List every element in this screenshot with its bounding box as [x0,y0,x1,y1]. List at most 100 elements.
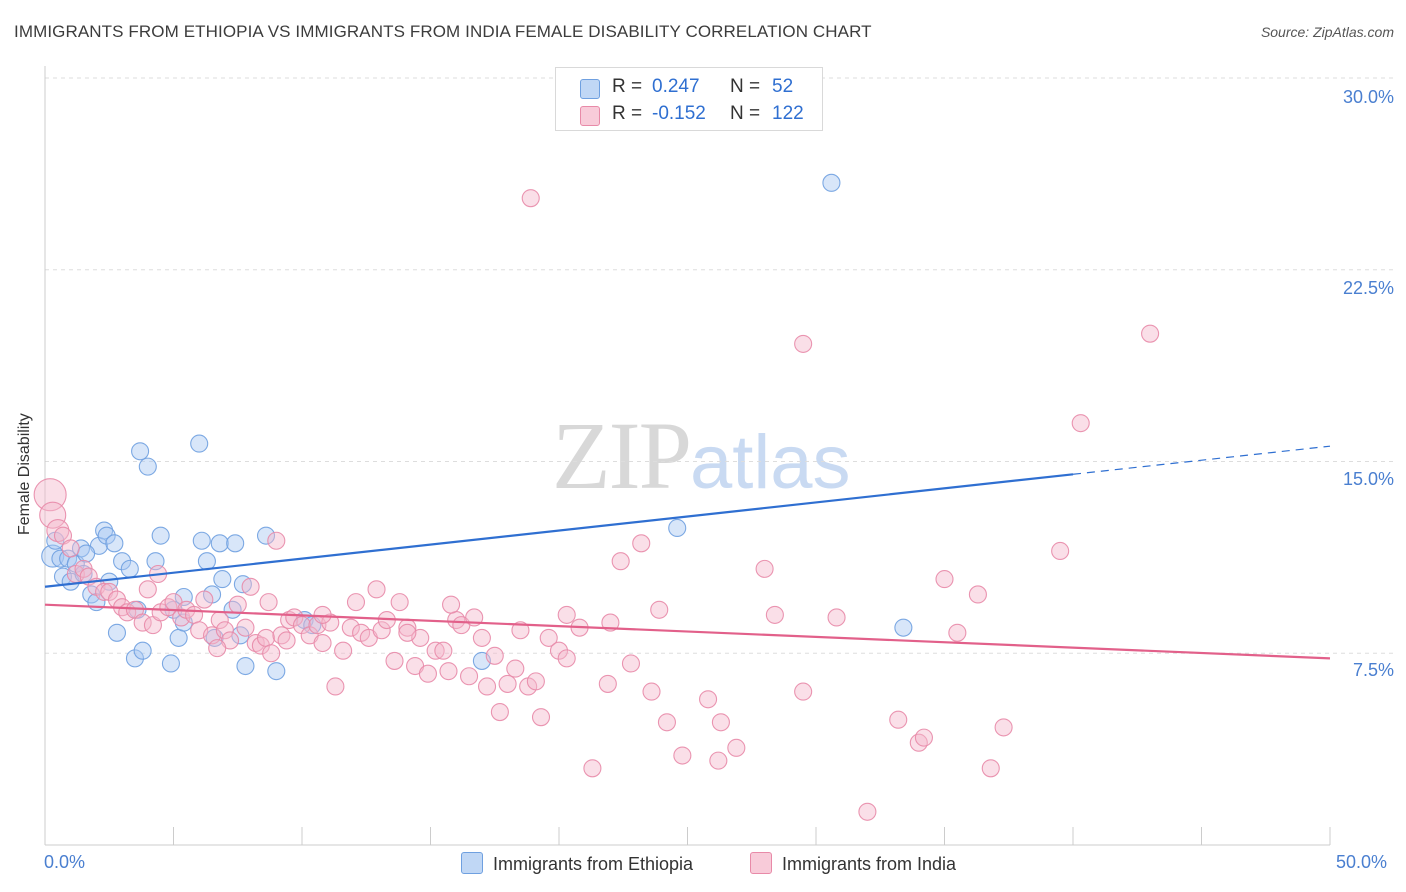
ethiopia-trend-line [44,473,1074,588]
ethiopia-point [190,434,209,453]
india-point [442,595,461,614]
india-point [256,628,276,647]
india-point [657,713,676,732]
india-point [557,649,576,668]
ethiopia-point [71,539,91,558]
india-point [341,618,360,637]
india-point [889,710,908,729]
india-point [498,674,517,693]
india-point [39,501,67,529]
ethiopia-point [133,641,152,660]
india-point [827,608,846,627]
india-point [709,751,728,770]
india-point [100,582,119,601]
india-point [948,623,967,642]
india-point [385,651,404,670]
ethiopia-point [169,628,188,647]
india-point [1051,541,1070,561]
watermark-zip: ZIP [552,402,692,509]
india-point [228,595,247,614]
zipatlas-watermark: ZIPatlas [552,400,851,511]
y-axis-label: Female Disability [16,413,33,535]
legend-r-label: R = [612,76,643,97]
india-point [549,641,569,660]
y-tick-15: 15.0% [1342,469,1394,489]
legend-n-value: 122 [772,103,804,124]
legend-n-value: 52 [772,76,794,97]
india-point [858,802,877,821]
india-swatch [750,852,772,874]
india-point [511,621,530,640]
ethiopia-point [668,518,687,538]
india-point [185,605,204,624]
india-point [521,189,540,208]
source-credit: Source: ZipAtlas.com [1260,24,1394,40]
ethiopia-point [113,552,132,571]
x-tick-max: 50.0% [1336,852,1388,872]
legend-r-value: 0.247 [652,76,700,97]
india-point [601,613,620,632]
india-point [46,518,70,543]
legend-ethiopia-label: Immigrants from Ethiopia [493,854,694,874]
ethiopia-point [236,656,255,676]
y-tick-22-5: 22.5% [1342,278,1394,298]
ethiopia-point [210,534,229,553]
india-point [557,605,576,624]
ethiopia-point [256,526,276,545]
india-point [968,585,987,604]
ethiopia-point [223,600,242,619]
ethiopia-point [131,442,150,461]
india-point [632,534,651,553]
india-point [727,738,746,757]
india-point [292,616,312,635]
watermark-atlas: atlas [690,420,851,505]
india-point [490,703,509,722]
india-point [439,662,458,681]
india-point [914,728,933,747]
india-point [61,539,80,558]
india-point [1071,414,1090,433]
india-point [531,708,551,727]
india-point [755,559,774,578]
india-point [267,531,286,550]
india-point [434,641,453,660]
india-point [334,641,353,660]
india-point [313,605,332,624]
ethiopia-point [95,521,114,540]
india-point [472,628,491,647]
ethiopia-point [138,457,157,476]
india-point [673,746,692,765]
india-point [477,677,497,696]
india-point [539,628,558,647]
india-point [711,713,730,732]
y-tick-30: 30.0% [1342,87,1394,107]
ethiopia-point [105,534,124,553]
india-point [321,613,340,632]
india-point [390,593,409,612]
ethiopia-swatch [461,852,483,874]
india-point [33,478,67,512]
legend-n-label: N = [730,76,761,97]
india-point [262,644,281,663]
ethiopia-point [205,628,224,647]
ethiopia-point [822,173,841,192]
india-point [259,593,278,612]
ethiopia-point [120,559,139,578]
india-point [346,593,366,612]
india-point [994,718,1013,737]
india-point [598,674,617,693]
india-point [583,759,602,778]
ethiopia-point [894,618,913,637]
india-point [236,618,255,637]
india-point [398,623,417,642]
india-point [272,626,291,645]
ethiopia-point [226,534,245,553]
bottom-legend-india[interactable]: Immigrants from India [750,852,956,875]
stats-legend: R = 0.247 N = 52 R = -0.152 N = 122 [555,67,823,131]
ethiopia-point [151,526,170,545]
india-point [215,621,234,640]
india-point [794,334,813,353]
bottom-legend-ethiopia[interactable]: Immigrants from Ethiopia [461,852,693,875]
india-point [241,577,260,596]
